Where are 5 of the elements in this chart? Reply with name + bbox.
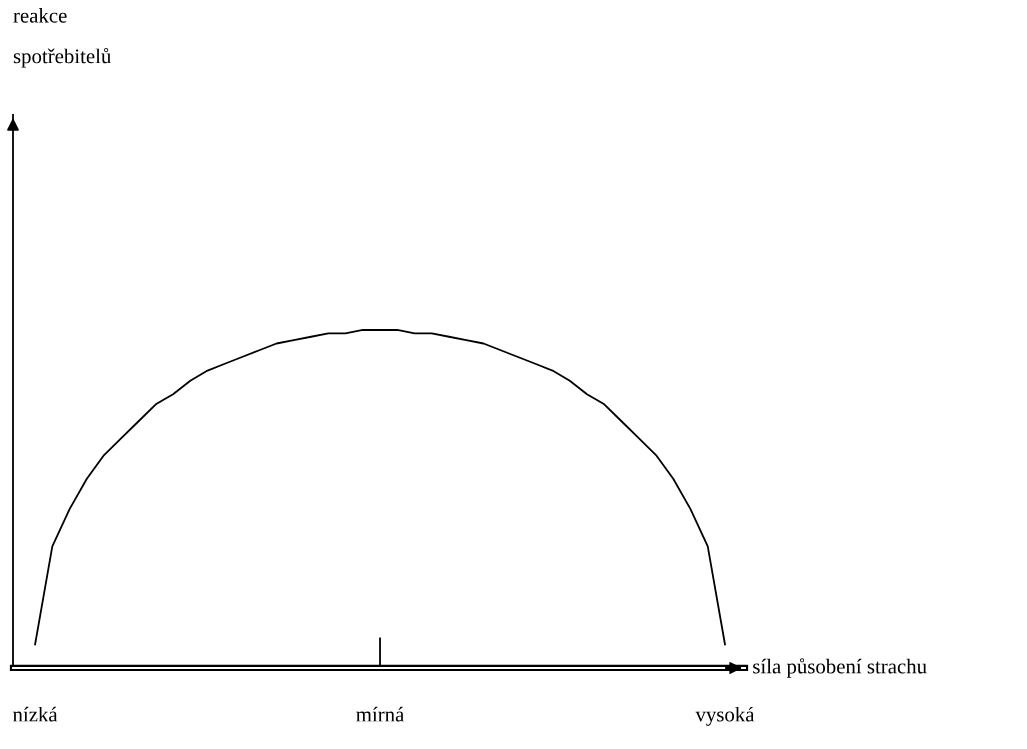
x-tick-label: vysoká	[695, 706, 755, 726]
x-axis-title: síla působení strachu	[753, 658, 927, 678]
text: reakce spotřebitelů	[13, 8, 111, 68]
x-tick-label: mírná	[356, 706, 405, 722]
x-tick-label: nízká	[13, 706, 58, 722]
